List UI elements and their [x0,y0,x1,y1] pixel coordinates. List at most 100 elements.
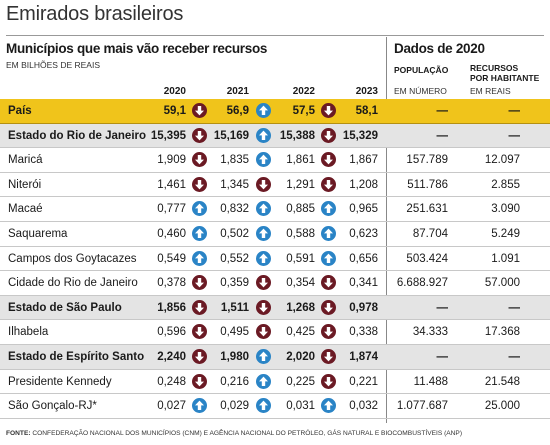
arrow-down-icon [192,127,207,143]
row-name: Macaé [8,203,43,216]
resources-value: — [508,129,521,142]
value-2021: 0,029 [220,400,249,413]
arrow-down-icon [192,324,207,340]
resources-value: 5.249 [491,227,520,240]
arrow-down-icon [192,176,207,192]
arrow-up-icon [256,225,271,241]
arrow-down-icon [256,275,271,291]
arrow-up-icon [192,398,207,414]
value-2022: 1,861 [286,154,315,167]
value-2023: 0,032 [349,400,378,413]
year-header-2021: 2021 [226,86,249,97]
arrow-down-icon [321,275,336,291]
value-2023: 0,623 [349,227,378,240]
value-2022: 0,591 [286,252,315,265]
value-2020: 0,378 [157,277,186,290]
resources-header: RECURSOS POR HABITANTE [470,63,539,83]
data-table: País 59,1 56,9 57,5 58,1— — Estado do Rio de J… [0,99,550,419]
population-value: 157.789 [406,154,448,167]
resources-value: — [508,301,521,314]
value-2020: 1,461 [157,178,186,191]
population-subheader: EM NÚMERO [394,86,447,96]
arrow-down-icon [192,348,207,364]
value-2022: 0,885 [286,203,315,216]
value-2021: 1,980 [220,350,249,363]
arrow-up-icon [192,201,207,217]
value-2020: 15,395 [150,129,186,142]
value-2023: 1,867 [349,154,378,167]
table-row: Maricá 1,909 1,835 1,861 1,867 157.789 12.097 [0,148,550,173]
row-name: Niterói [8,178,42,191]
row-name: Estado de Espírito Santo [8,350,145,363]
value-2022: 0,031 [286,400,315,413]
population-value: — [436,129,449,142]
table-row: Cidade do Rio de Janeiro 0,378 0,359 0,354 0… [0,271,550,296]
arrow-down-icon [321,348,336,364]
page-title: Emirados brasileiros [6,3,184,25]
arrow-down-icon [192,152,207,168]
value-2020: 1,909 [157,154,186,167]
arrow-up-icon [256,250,271,266]
value-2021: 15,169 [213,129,249,142]
row-name: País [8,105,32,117]
table-row: Ilhabela 0,596 0,495 0,425 0,338 34.333 17.368 [0,320,550,345]
population-value: — [436,350,449,363]
table-row: Saquarema 0,460 0,502 0,588 0,623 87.704 5.249 [0,222,550,247]
column-divider [386,37,387,423]
arrow-up-icon [256,127,271,143]
title-divider [6,35,544,36]
value-2020: 0,777 [157,203,186,216]
value-2021: 0,832 [220,203,249,216]
value-2021: 1,345 [220,178,249,191]
year-header-2022: 2022 [292,86,315,97]
arrow-up-icon [256,201,271,217]
value-2023: 0,338 [349,326,378,339]
right-header: Dados de 2020 [394,41,485,56]
arrow-up-icon [192,250,207,266]
value-2022: 1,268 [286,301,315,314]
row-name: Saquarema [8,227,68,240]
value-2021: 0,495 [220,326,249,339]
left-header: Municípios que mais vão receber recursos [6,41,268,56]
population-value: — [436,301,449,314]
arrow-down-icon [321,152,336,168]
value-2021: 1,511 [220,301,249,314]
value-2021: 56,9 [226,105,249,117]
value-2020: 2,240 [157,350,186,363]
arrow-down-icon [321,373,336,389]
arrow-up-icon [321,225,336,241]
value-2022: 1,291 [286,178,315,191]
resources-value: 3.090 [491,203,520,216]
population-value: — [436,105,449,117]
table-row: Estado de Espírito Santo 2,240 1,980 2,020 1… [0,344,550,370]
population-header: POPULAÇÃO [394,65,449,75]
value-2023: 1,874 [349,350,378,363]
value-2021: 0,359 [220,277,249,290]
resources-value: 1.091 [491,252,520,265]
arrow-down-icon [321,103,336,118]
row-name: Estado de São Paulo [8,301,122,314]
population-value: 6.688.927 [396,277,448,290]
arrow-up-icon [321,250,336,266]
population-value: 87.704 [412,227,448,240]
population-value: 11.488 [413,375,448,388]
value-2023: 58,1 [355,105,378,117]
population-value: 1.077.687 [396,400,448,413]
value-2023: 15,329 [342,129,378,142]
row-name: Ilhabela [8,326,49,339]
population-value: 34.333 [412,326,448,339]
resources-value: 21.548 [484,375,520,388]
value-2022: 2,020 [286,350,315,363]
value-2020: 0,248 [157,375,186,388]
arrow-down-icon [192,299,207,315]
value-2022: 0,425 [286,326,315,339]
value-2023: 0,965 [349,203,378,216]
value-2023: 0,221 [349,375,378,388]
table-row: Campos dos Goytacazes 0,549 0,552 0,591 0,65… [0,247,550,272]
table-row: Estado do Rio de Janeiro 15,395 15,169 15,3… [0,123,550,149]
row-name: Presidente Kennedy [8,375,112,388]
arrow-down-icon [192,373,207,389]
arrow-down-icon [321,176,336,192]
table-row: País 59,1 56,9 57,5 58,1 — — [0,99,550,124]
table-row: Niterói 1,461 1,345 1,291 1,208 511.786 2.855 [0,173,550,198]
